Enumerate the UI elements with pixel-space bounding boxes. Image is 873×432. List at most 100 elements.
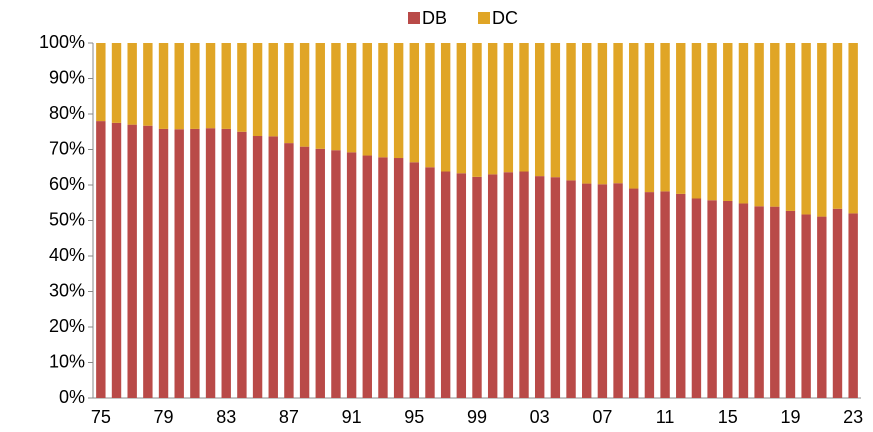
bar-segment: [487, 43, 498, 175]
bar-segment: [801, 214, 811, 398]
bar-segment: [707, 200, 717, 398]
bar-segment: [143, 43, 153, 126]
bar-segment: [550, 177, 561, 398]
bar-segment: [613, 43, 623, 184]
x-tick-label: 75: [91, 407, 111, 427]
bar-segment: [785, 210, 796, 398]
bar-segment: [205, 128, 216, 398]
bar-segment: [738, 203, 749, 398]
x-tick-label: 15: [718, 407, 738, 427]
x-tick-label: 83: [216, 407, 236, 427]
bar-segment: [472, 43, 482, 177]
bar-segment: [660, 43, 670, 192]
bar-segment: [534, 176, 545, 398]
bar-segment: [268, 136, 278, 399]
bar-segment: [723, 43, 733, 201]
x-tick-label: 91: [342, 407, 362, 427]
bar-segment: [409, 162, 420, 398]
bar-segment: [629, 43, 639, 189]
bar-segment: [111, 43, 122, 123]
bar-segment: [566, 180, 576, 398]
y-tick-label: 80%: [49, 103, 85, 123]
x-tick-label: 87: [279, 407, 299, 427]
y-tick-label: 30%: [49, 280, 85, 300]
bar-segment: [111, 122, 122, 398]
bar-segment: [393, 43, 404, 159]
bar-segment: [487, 174, 498, 398]
bar-segment: [237, 43, 247, 132]
bar-segment: [96, 43, 106, 122]
bar-segment: [393, 158, 404, 398]
bar-segment: [252, 43, 263, 137]
bar-segment: [378, 43, 388, 158]
x-tick-label: 07: [592, 407, 612, 427]
y-tick-label: 0%: [59, 387, 85, 407]
bar-segment: [252, 136, 263, 398]
bar-segment: [158, 128, 169, 398]
bar-segment: [660, 191, 670, 398]
bar-segment: [425, 167, 435, 398]
bar-segment: [723, 200, 733, 398]
bar-segment: [221, 128, 231, 398]
bar-segment: [676, 193, 686, 398]
bar-segment: [644, 192, 655, 398]
bar-segment: [362, 155, 372, 398]
bar-segment: [127, 124, 137, 399]
bar-segment: [817, 43, 827, 217]
bar-segment: [237, 131, 247, 398]
y-tick-label: 70%: [49, 138, 85, 158]
bar-segment: [754, 206, 764, 398]
bar-segment: [440, 171, 451, 398]
bar-segment: [613, 183, 623, 398]
bar-segment: [96, 121, 106, 398]
y-tick-label: 40%: [49, 245, 85, 265]
bar-segment: [440, 43, 451, 172]
bar-segment: [691, 198, 702, 398]
bar-segment: [331, 43, 341, 151]
bar-segment: [315, 148, 325, 398]
x-tick-label: 19: [780, 407, 800, 427]
bar-segment: [754, 43, 764, 207]
y-tick-label: 50%: [49, 209, 85, 229]
bar-segment: [315, 43, 325, 149]
bar-segment: [550, 43, 561, 178]
bar-segment: [174, 129, 184, 398]
x-tick-label: 03: [530, 407, 550, 427]
bar-segment: [190, 43, 200, 129]
bar-segment: [519, 171, 529, 398]
y-tick-label: 10%: [49, 351, 85, 371]
y-tick-label: 90%: [49, 67, 85, 87]
bar-segment: [346, 43, 357, 153]
bar-segment: [205, 43, 216, 129]
x-tick-label: 99: [467, 407, 487, 427]
bar-segment: [299, 43, 310, 147]
bar-segment: [848, 213, 858, 398]
bar-segment: [582, 183, 592, 398]
x-tick-label: 79: [154, 407, 174, 427]
bar-segment: [158, 43, 169, 129]
bar-segment: [456, 43, 467, 174]
bar-segment: [770, 206, 780, 398]
bar-segment: [456, 173, 467, 398]
y-tick-label: 60%: [49, 174, 85, 194]
bar-segment: [284, 43, 294, 144]
bar-segment: [127, 43, 137, 125]
y-tick-label: 100%: [39, 32, 85, 52]
bar-segment: [268, 43, 278, 137]
x-tick-label: 95: [404, 407, 424, 427]
bar-segment: [676, 43, 686, 194]
bar-segment: [738, 43, 749, 204]
bar-segment: [362, 43, 372, 156]
bar-segment: [644, 43, 655, 193]
bar-segment: [566, 43, 576, 181]
bar-segment: [331, 150, 341, 398]
bar-segment: [770, 43, 780, 207]
legend-swatch: [478, 12, 490, 24]
bar-segment: [409, 43, 420, 163]
legend-swatch: [408, 12, 420, 24]
bar-segment: [346, 152, 357, 398]
bar-segment: [707, 43, 717, 201]
bar-segment: [597, 184, 608, 398]
bar-segment: [503, 43, 514, 173]
